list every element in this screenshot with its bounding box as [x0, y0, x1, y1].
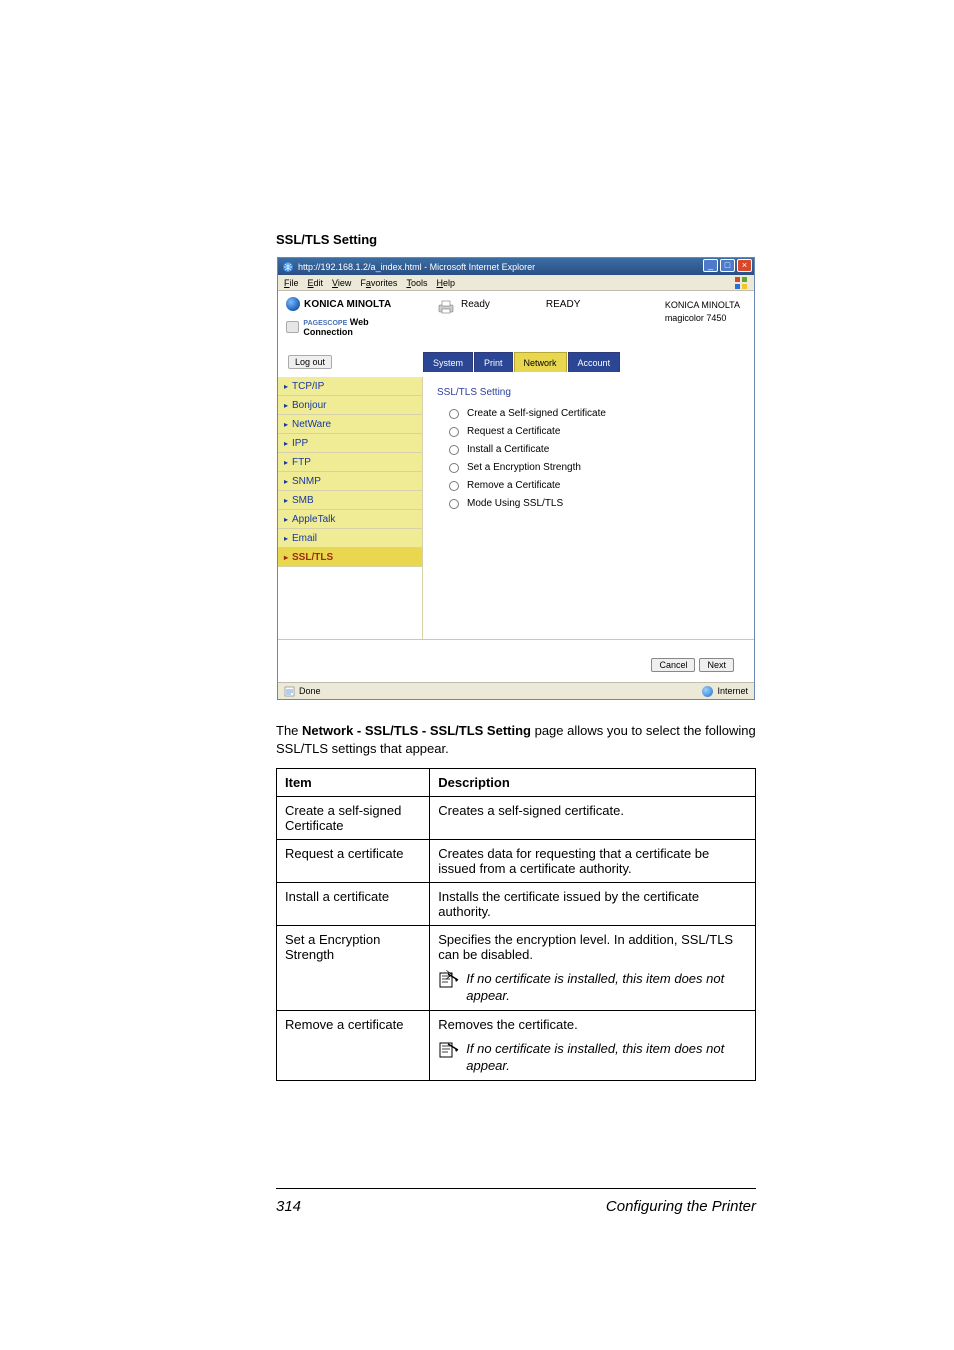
status-ready-small: Ready	[461, 299, 490, 310]
th-item: Item	[277, 769, 430, 797]
tab-account[interactable]: Account	[568, 352, 621, 372]
sidebar-item-ssltls[interactable]: ▸SSL/TLS	[278, 548, 422, 567]
ie-titlebar: http://192.168.1.2/a_index.html - Micros…	[278, 258, 754, 275]
menu-favorites[interactable]: Favorites	[360, 278, 397, 288]
window-minimize-button[interactable]: _	[703, 259, 718, 272]
status-ready-big: READY	[546, 299, 580, 310]
table-row: Remove a certificate Removes the certifi…	[277, 1011, 756, 1081]
menu-view[interactable]: View	[332, 278, 351, 288]
footer-rule	[276, 1188, 756, 1189]
table-row: Request a certificate Creates data for r…	[277, 840, 756, 883]
ie-statusbar: Done Internet	[278, 682, 754, 699]
menu-edit[interactable]: Edit	[308, 278, 324, 288]
sidebar-item-email[interactable]: ▸Email	[278, 529, 422, 548]
cancel-button[interactable]: Cancel	[651, 658, 695, 672]
brand-name: KONICA MINOLTA	[304, 299, 391, 310]
radio-icon	[449, 463, 459, 473]
window-maximize-button[interactable]: □	[720, 259, 735, 272]
menu-tools[interactable]: Tools	[406, 278, 427, 288]
dialog-actions: Cancel Next	[278, 639, 754, 682]
note-text: If no certificate is installed, this ite…	[466, 1040, 747, 1074]
footer-section-title: Configuring the Printer	[606, 1198, 756, 1215]
description-table: Item Description Create a self-signed Ce…	[276, 768, 756, 1081]
logout-button[interactable]: Log out	[288, 355, 332, 369]
radio-icon	[449, 409, 459, 419]
sidebar-item-appletalk[interactable]: ▸AppleTalk	[278, 510, 422, 529]
ie-window: http://192.168.1.2/a_index.html - Micros…	[277, 257, 755, 700]
menu-help[interactable]: Help	[436, 278, 455, 288]
panel-title: SSL/TLS Setting	[437, 387, 740, 398]
sidebar-item-snmp[interactable]: ▸SNMP	[278, 472, 422, 491]
footer-page-number: 314	[276, 1198, 301, 1215]
sidebar-item-ipp[interactable]: ▸IPP	[278, 434, 422, 453]
printer-icon	[437, 299, 455, 315]
note-icon	[438, 1040, 460, 1058]
option-mode-ssltls[interactable]: Mode Using SSL/TLS	[449, 498, 740, 509]
option-install-cert[interactable]: Install a Certificate	[449, 444, 740, 455]
windows-logo-icon	[734, 276, 748, 290]
sidebar-item-bonjour[interactable]: ▸Bonjour	[278, 396, 422, 415]
pagescope-icon	[286, 321, 299, 333]
radio-icon	[449, 481, 459, 491]
caption-text: The Network - SSL/TLS - SSL/TLS Setting …	[276, 722, 756, 758]
window-close-button[interactable]: ×	[737, 259, 752, 272]
note-text: If no certificate is installed, this ite…	[466, 970, 747, 1004]
tab-print[interactable]: Print	[474, 352, 513, 372]
globe-icon	[286, 297, 300, 311]
ie-app-icon	[282, 261, 294, 273]
next-button[interactable]: Next	[699, 658, 734, 672]
option-create-self-signed[interactable]: Create a Self-signed Certificate	[449, 408, 740, 419]
tab-network[interactable]: Network	[514, 352, 567, 372]
option-encryption-strength[interactable]: Set a Encryption Strength	[449, 462, 740, 473]
option-request-cert[interactable]: Request a Certificate	[449, 426, 740, 437]
pagescope-label: PAGESCOPE Web Connection	[303, 317, 415, 337]
tab-bar: System Print Network Account	[423, 352, 754, 372]
brand-block: KONICA MINOLTA PAGESCOPE Web Connection	[278, 291, 423, 347]
option-remove-cert[interactable]: Remove a Certificate	[449, 480, 740, 491]
ie-title-text: http://192.168.1.2/a_index.html - Micros…	[298, 262, 535, 272]
th-desc: Description	[430, 769, 756, 797]
ie-menubar: File Edit View Favorites Tools Help	[278, 275, 754, 291]
sidebar-item-ftp[interactable]: ▸FTP	[278, 453, 422, 472]
table-row: Set a Encryption Strength Specifies the …	[277, 926, 756, 1011]
menu-file[interactable]: File	[284, 278, 299, 288]
radio-icon	[449, 427, 459, 437]
internet-zone-icon	[702, 686, 713, 697]
note-icon	[438, 970, 460, 988]
radio-icon	[449, 499, 459, 509]
radio-icon	[449, 445, 459, 455]
status-done-text: Done	[299, 686, 321, 696]
sidebar-item-netware[interactable]: ▸NetWare	[278, 415, 422, 434]
done-icon	[284, 686, 295, 697]
table-row: Create a self-signed Certificate Creates…	[277, 797, 756, 840]
sidebar-item-smb[interactable]: ▸SMB	[278, 491, 422, 510]
sidebar-item-tcpip[interactable]: ▸TCP/IP	[278, 377, 422, 396]
device-info: KONICA MINOLTA magicolor 7450	[665, 299, 740, 339]
settings-panel: SSL/TLS Setting Create a Self-signed Cer…	[423, 377, 754, 639]
table-row: Install a certificate Installs the certi…	[277, 883, 756, 926]
network-sidebar: ▸TCP/IP ▸Bonjour ▸NetWare ▸IPP ▸FTP ▸SNM…	[278, 377, 423, 639]
tab-system[interactable]: System	[423, 352, 473, 372]
section-heading: SSL/TLS Setting	[276, 232, 756, 247]
status-zone-text: Internet	[717, 686, 748, 696]
